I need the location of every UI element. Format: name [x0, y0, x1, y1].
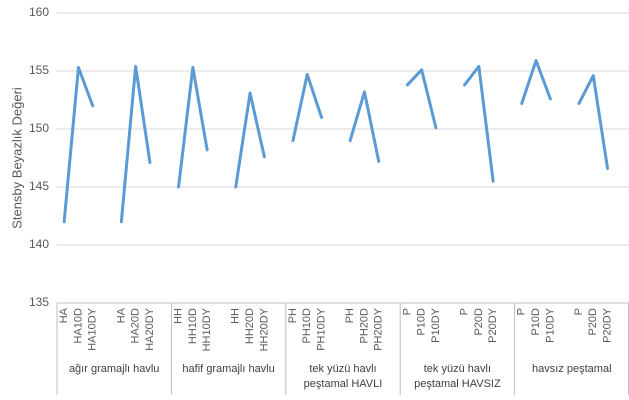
x-tick-label: HH [172, 308, 184, 324]
x-tick-label: PH20DY [373, 307, 385, 350]
x-tick-label: HH20D [244, 308, 256, 344]
x-tick-label: HA20DY [144, 307, 156, 350]
x-tick-label: PH [344, 308, 356, 323]
x-tick-label: P20DY [487, 307, 499, 343]
x-tick-label: P20DY [601, 307, 613, 343]
x-tick-label: P10D [530, 308, 542, 336]
x-tick-label: HA10D [72, 308, 84, 344]
data-line [62, 59, 610, 224]
y-tick-label: 155 [29, 63, 49, 77]
group-label: ağır gramajlı havlu [68, 363, 160, 375]
x-tick-label: P [401, 308, 413, 315]
x-tick-label: PH [287, 308, 299, 323]
x-tick-label: P10DY [544, 307, 556, 343]
group-label: tek yüzü havlı peştamal HAVSIZ [414, 363, 501, 390]
x-tick-label: HH10DY [201, 307, 213, 351]
y-axis-label: Stensby Beyazlık Değeri [9, 87, 24, 229]
y-tick-label: 145 [29, 179, 49, 193]
x-tick-label: HH10D [187, 308, 199, 344]
x-tick-label: HA10DY [87, 307, 99, 350]
x-tick-label: HA20D [130, 308, 142, 344]
x-tick-label: HH20DY [258, 307, 270, 351]
group-label: havsız peştamal [532, 363, 612, 375]
x-tick-label: P [573, 308, 585, 315]
x-tick-label: PH10D [301, 308, 313, 344]
y-tick-label: 150 [29, 121, 49, 135]
x-tick-label: P [516, 308, 528, 315]
x-tick-label: HA [115, 307, 127, 323]
x-tick-label: HH [230, 308, 242, 324]
x-tick-label: P [458, 308, 470, 315]
x-tick-label: HA [58, 307, 70, 323]
group-label: hafif gramajlı havlu [182, 363, 275, 375]
x-tick-label: P20D [473, 308, 485, 336]
x-tick-label: PH10DY [315, 307, 327, 350]
x-tick-label: P10D [416, 308, 428, 336]
x-tick-label: P10DY [430, 307, 442, 343]
y-tick-label: 140 [29, 237, 49, 251]
x-tick-label: PH20D [358, 308, 370, 344]
y-tick-label: 160 [29, 5, 49, 19]
group-label: tek yüzü havlı peştamal HAVLI [303, 363, 383, 390]
y-tick-label: 135 [29, 295, 49, 309]
x-tick-label: P20D [587, 308, 599, 336]
